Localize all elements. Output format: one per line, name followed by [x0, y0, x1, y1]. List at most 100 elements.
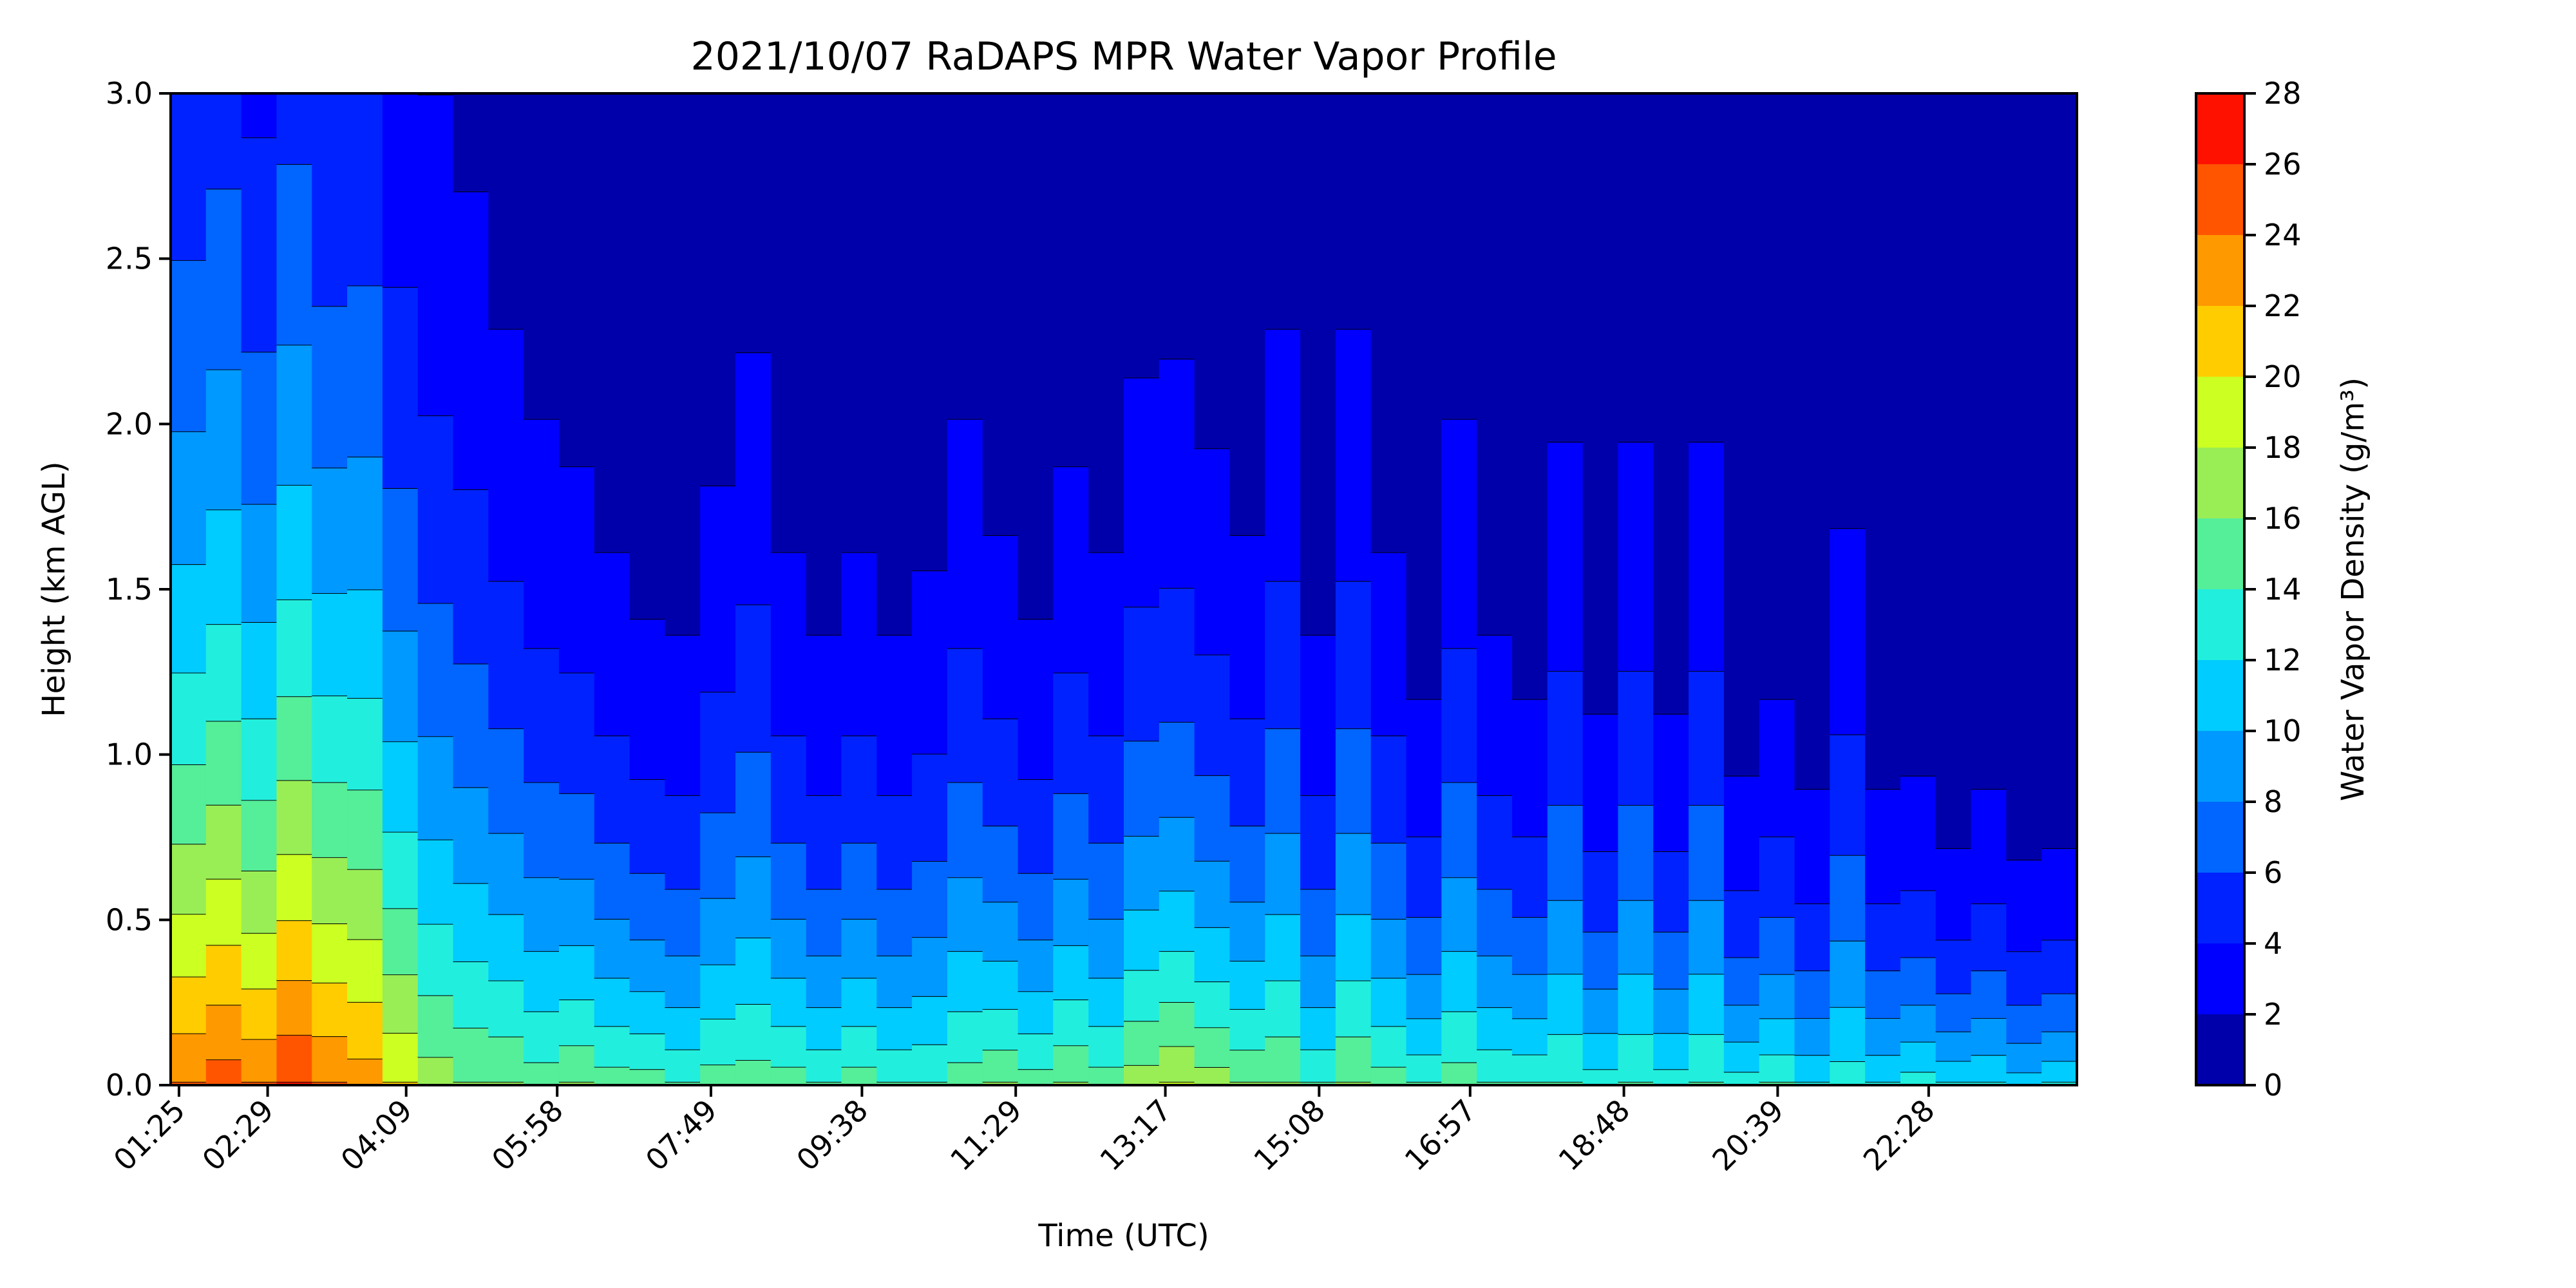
- contour-band: [700, 692, 737, 813]
- contour-band: [700, 1065, 737, 1085]
- contour-plot-area: [171, 93, 2078, 1085]
- contour-band: [453, 1027, 489, 1082]
- contour-column: [912, 93, 948, 1085]
- contour-band: [1865, 971, 1901, 1018]
- contour-band: [1689, 93, 1725, 442]
- contour-band: [1406, 699, 1443, 837]
- x-tick-label: 11:29: [943, 1093, 1028, 1178]
- contour-band: [1265, 328, 1302, 582]
- contour-band: [1511, 93, 1548, 699]
- contour-band: [558, 93, 595, 467]
- contour-band: [700, 1018, 737, 1065]
- contour-band: [1088, 1026, 1124, 1067]
- contour-band: [1124, 93, 1160, 378]
- contour-band: [1194, 654, 1231, 775]
- contour-band: [1441, 877, 1478, 951]
- contour-band: [312, 857, 348, 923]
- contour-band: [1935, 1061, 1972, 1082]
- colorbar-tick-label: 6: [2264, 855, 2282, 890]
- contour-band: [276, 780, 313, 855]
- contour-band: [417, 995, 454, 1057]
- contour-band: [241, 1039, 278, 1082]
- y-tick-label: 2.0: [106, 406, 153, 441]
- contour-band: [558, 1045, 595, 1082]
- contour-column: [629, 93, 666, 1085]
- contour-band: [1618, 93, 1654, 442]
- contour-band: [1265, 1036, 1302, 1082]
- contour-band: [1406, 93, 1443, 699]
- x-tick-label: 04:09: [334, 1093, 419, 1178]
- contour-band: [629, 940, 666, 992]
- contour-band: [1689, 1034, 1725, 1082]
- x-tick-label: 22:28: [1857, 1093, 1942, 1178]
- contour-band: [1971, 904, 2007, 971]
- colorbar-segment: [2196, 589, 2244, 660]
- contour-band: [700, 812, 737, 898]
- contour-band: [1830, 93, 1866, 529]
- contour-band: [982, 535, 1019, 719]
- contour-band: [1159, 1001, 1195, 1046]
- contour-band: [982, 718, 1019, 826]
- contour-band: [770, 735, 807, 843]
- contour-band: [276, 164, 313, 345]
- contour-band: [171, 914, 207, 977]
- contour-band: [1830, 1007, 1866, 1062]
- contour-band: [171, 93, 207, 261]
- contour-band: [1865, 1081, 1901, 1085]
- contour-band: [1653, 93, 1690, 714]
- contour-band: [488, 914, 525, 981]
- contour-band: [841, 918, 878, 978]
- contour-band: [1582, 93, 1619, 714]
- contour-band: [629, 779, 666, 873]
- contour-band: [947, 1011, 983, 1063]
- contour-band: [1547, 974, 1584, 1034]
- contour-band: [912, 1044, 948, 1082]
- contour-band: [347, 869, 383, 940]
- contour-band: [806, 889, 842, 956]
- contour-band: [241, 137, 278, 352]
- contour-band: [770, 1026, 807, 1067]
- contour-band: [382, 974, 419, 1033]
- contour-band: [488, 1081, 525, 1085]
- contour-band: [1088, 918, 1124, 978]
- contour-band: [1229, 960, 1266, 1009]
- contour-band: [1159, 817, 1195, 891]
- chart-title: 2021/10/07 RaDAPS MPR Water Vapor Profil…: [691, 34, 1557, 79]
- contour-band: [1335, 833, 1372, 914]
- contour-band: [2041, 940, 2078, 994]
- contour-band: [1653, 1033, 1690, 1070]
- contour-band: [558, 945, 595, 1000]
- contour-band: [1159, 1081, 1195, 1085]
- contour-band: [1511, 1081, 1548, 1085]
- contour-band: [1477, 634, 1513, 795]
- contour-band: [1971, 971, 2007, 1018]
- contour-band: [1582, 714, 1619, 851]
- contour-band: [1229, 1081, 1266, 1085]
- contour-band: [1441, 951, 1478, 1012]
- contour-band: [912, 996, 948, 1045]
- contour-band: [1088, 552, 1124, 736]
- contour-band: [1265, 728, 1302, 833]
- contour-band: [1582, 989, 1619, 1034]
- contour-band: [1582, 931, 1619, 989]
- contour-band: [841, 978, 878, 1027]
- contour-band: [171, 764, 207, 844]
- contour-column: [982, 93, 1019, 1085]
- x-tick-label: 18:48: [1551, 1093, 1636, 1178]
- contour-band: [2006, 951, 2043, 1005]
- contour-band: [1900, 1005, 1937, 1042]
- contour-band: [1406, 917, 1443, 974]
- contour-column: [1759, 93, 1795, 1085]
- contour-band: [1229, 826, 1266, 902]
- contour-band: [1265, 93, 1302, 329]
- contour-column: [1547, 93, 1584, 1085]
- contour-band: [594, 978, 630, 1027]
- colorbar-tick-label: 14: [2264, 572, 2302, 607]
- colorbar-segment: [2196, 873, 2244, 943]
- contour-band: [594, 918, 630, 978]
- contour-band: [876, 955, 913, 1008]
- contour-band: [665, 1081, 701, 1085]
- contour-band: [1935, 993, 1972, 1032]
- contour-band: [665, 795, 701, 889]
- contour-band: [1830, 940, 1866, 1007]
